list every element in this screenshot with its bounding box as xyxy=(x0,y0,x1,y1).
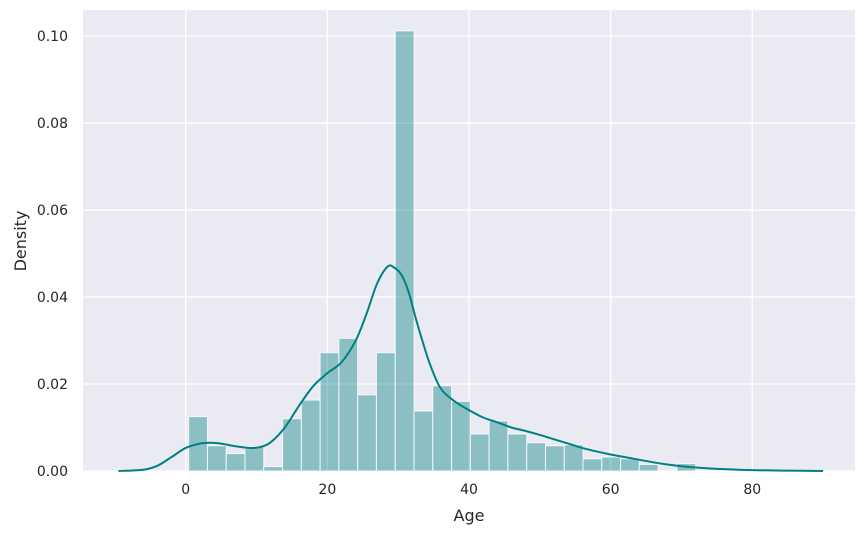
histogram-bar-6 xyxy=(300,399,321,472)
x-axis-label: Age xyxy=(454,506,485,525)
histogram-bar-23 xyxy=(620,458,640,472)
histogram-bar-19 xyxy=(544,445,565,472)
histogram-bar-21 xyxy=(582,458,603,472)
histogram-bar-17 xyxy=(507,433,528,472)
x-axis-ticks: 0 20 40 60 80 xyxy=(181,482,761,498)
y-axis-label: Density xyxy=(11,211,30,272)
histogram-bar-9 xyxy=(357,394,377,472)
histogram-bar-14 xyxy=(451,400,471,472)
x-tick-label-0: 0 xyxy=(181,482,190,498)
x-tick-label-4: 80 xyxy=(743,482,761,498)
histogram-bars xyxy=(188,30,697,472)
histogram-bar-2 xyxy=(225,453,246,472)
histogram-bar-8 xyxy=(338,337,359,472)
histogram-bar-3 xyxy=(244,446,265,472)
histogram-bar-1 xyxy=(206,445,227,472)
histogram-bar-10 xyxy=(375,352,396,472)
y-tick-label-1: 0.02 xyxy=(37,377,68,393)
kde-curve xyxy=(118,264,824,472)
histogram-bar-4 xyxy=(263,466,284,472)
histogram-bar-11 xyxy=(394,30,415,472)
x-tick-label-2: 40 xyxy=(460,482,478,498)
y-tick-label-3: 0.06 xyxy=(37,203,68,219)
y-axis-ticks: 0.00 0.02 0.04 0.06 0.08 0.10 xyxy=(37,29,68,480)
histogram-bar-13 xyxy=(432,385,453,472)
y-tick-label-4: 0.08 xyxy=(37,116,68,132)
histogram-bar-24 xyxy=(638,463,659,472)
histogram-bar-20 xyxy=(563,444,584,472)
histogram-bar-12 xyxy=(413,410,434,472)
histogram-bar-16 xyxy=(488,420,509,472)
grid-lines xyxy=(83,10,855,472)
x-tick-label-1: 20 xyxy=(318,482,336,498)
histogram-bar-22 xyxy=(601,456,622,472)
histogram-bar-18 xyxy=(526,442,546,472)
y-tick-label-5: 0.10 xyxy=(37,29,68,45)
y-tick-label-0: 0.00 xyxy=(37,464,68,480)
y-tick-label-2: 0.04 xyxy=(37,290,68,306)
x-tick-label-3: 60 xyxy=(602,482,620,498)
histogram-bar-15 xyxy=(469,433,490,472)
